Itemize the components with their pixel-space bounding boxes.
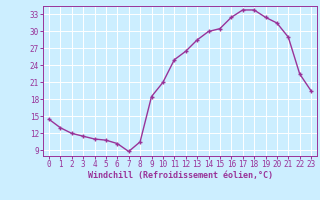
- X-axis label: Windchill (Refroidissement éolien,°C): Windchill (Refroidissement éolien,°C): [87, 171, 273, 180]
